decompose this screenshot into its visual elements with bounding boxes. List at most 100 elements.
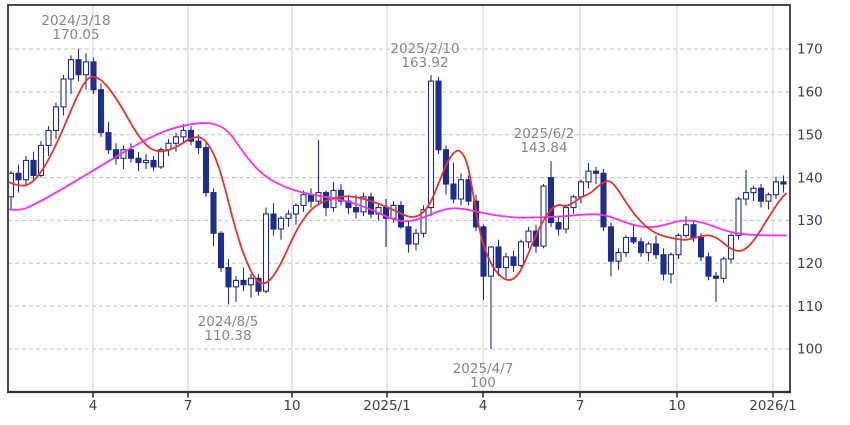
candle-up bbox=[562, 207, 570, 230]
candle-up bbox=[427, 80, 435, 209]
candle-down bbox=[510, 256, 517, 266]
candle-up bbox=[277, 217, 285, 230]
candle-up bbox=[420, 209, 427, 234]
candle-down bbox=[690, 224, 697, 239]
candle-down bbox=[217, 232, 225, 269]
candle-up bbox=[750, 187, 757, 194]
candle-down bbox=[705, 256, 712, 277]
candle-up bbox=[360, 196, 367, 213]
y-tick-label: 160 bbox=[797, 85, 823, 101]
candle-up bbox=[622, 237, 630, 254]
candle-down bbox=[270, 213, 277, 230]
candle-up bbox=[232, 279, 240, 288]
candle-down bbox=[652, 243, 660, 256]
x-tick-label: 2025/1 bbox=[363, 398, 411, 414]
candle-down bbox=[637, 241, 645, 254]
candle-up bbox=[517, 241, 525, 266]
candle-down bbox=[210, 192, 217, 234]
annotation-value: 163.92 bbox=[401, 55, 448, 71]
candle-down bbox=[307, 194, 315, 202]
candle-up bbox=[157, 149, 165, 168]
candle-down bbox=[30, 159, 37, 176]
candle-down bbox=[780, 181, 787, 185]
candle-up bbox=[645, 243, 652, 254]
annotation-date: 2025/4/7 bbox=[453, 361, 514, 377]
candle-down bbox=[592, 170, 600, 174]
y-tick-label: 150 bbox=[797, 127, 823, 143]
candle-up bbox=[375, 207, 382, 215]
candle-down bbox=[435, 80, 442, 151]
candle-down bbox=[465, 179, 472, 202]
candle-down bbox=[697, 237, 705, 258]
candle-down bbox=[367, 196, 375, 215]
x-tick-label: 10 bbox=[283, 398, 300, 414]
swing-annotation: 2024/8/5 110.38 bbox=[198, 314, 259, 344]
candle-down bbox=[135, 157, 142, 164]
candle-down bbox=[195, 140, 202, 149]
candle-down bbox=[352, 207, 360, 213]
y-tick-label: 110 bbox=[797, 299, 823, 315]
candle-down bbox=[630, 237, 637, 243]
ma-long-line bbox=[7, 122, 787, 237]
y-tick-label: 170 bbox=[797, 42, 823, 58]
candle-up bbox=[390, 204, 397, 219]
candle-up bbox=[735, 198, 742, 236]
candle-up bbox=[525, 230, 532, 243]
candle-down bbox=[97, 89, 105, 134]
candle-down bbox=[225, 267, 232, 288]
candle-up bbox=[22, 159, 30, 181]
candle-up bbox=[292, 204, 300, 215]
candle-up bbox=[682, 224, 690, 236]
candle-down bbox=[495, 246, 502, 269]
candle-up bbox=[52, 106, 60, 131]
candle-down bbox=[150, 159, 157, 168]
candle-up bbox=[412, 232, 420, 245]
candle-down bbox=[240, 279, 247, 286]
candle-up bbox=[172, 136, 180, 144]
candle-up bbox=[285, 213, 292, 219]
swing-annotation: 2025/4/7 100 bbox=[453, 361, 514, 391]
candle-down bbox=[397, 204, 405, 228]
candle-up bbox=[247, 277, 255, 286]
annotation-value: 100 bbox=[470, 375, 496, 391]
candle-down bbox=[547, 177, 555, 224]
swing-annotation: 2025/2/10 163.92 bbox=[390, 41, 459, 71]
y-tick-label: 120 bbox=[797, 256, 823, 272]
x-tick-label: 7 bbox=[184, 398, 193, 414]
candle-up bbox=[142, 159, 150, 164]
candle-down bbox=[105, 132, 112, 151]
y-tick-label: 130 bbox=[797, 213, 823, 229]
x-tick-label: 4 bbox=[89, 398, 98, 414]
candle-up bbox=[502, 256, 510, 269]
candle-up bbox=[585, 170, 592, 183]
candle-down bbox=[450, 183, 457, 200]
candle-up bbox=[457, 179, 465, 200]
candle-down bbox=[555, 222, 562, 230]
candle-up bbox=[577, 181, 585, 198]
swing-annotation: 2024/3/18 170.05 bbox=[41, 13, 110, 43]
ma-short-line bbox=[7, 75, 787, 285]
annotation-value: 110.38 bbox=[204, 328, 251, 344]
annotation-date: 2025/6/2 bbox=[514, 126, 575, 142]
candle-down bbox=[712, 275, 720, 279]
candle-up bbox=[675, 234, 682, 256]
candle-up bbox=[720, 258, 727, 279]
candle-down bbox=[255, 277, 262, 292]
annotation-date: 2024/3/18 bbox=[41, 13, 110, 29]
annotation-date: 2025/2/10 bbox=[390, 41, 459, 57]
candle-up bbox=[82, 61, 90, 76]
candle-down bbox=[75, 59, 82, 76]
annotation-date: 2024/8/5 bbox=[198, 314, 259, 330]
candle-up bbox=[772, 181, 780, 196]
x-tick-label: 4 bbox=[479, 398, 488, 414]
candle-down bbox=[112, 149, 120, 159]
annotation-value: 170.05 bbox=[52, 27, 99, 43]
y-tick-label: 100 bbox=[797, 342, 823, 358]
y-tick-label: 140 bbox=[797, 170, 823, 186]
candle-up bbox=[742, 192, 750, 200]
candle-down bbox=[15, 172, 22, 181]
candle-up bbox=[667, 254, 675, 275]
candle-up bbox=[300, 194, 307, 206]
